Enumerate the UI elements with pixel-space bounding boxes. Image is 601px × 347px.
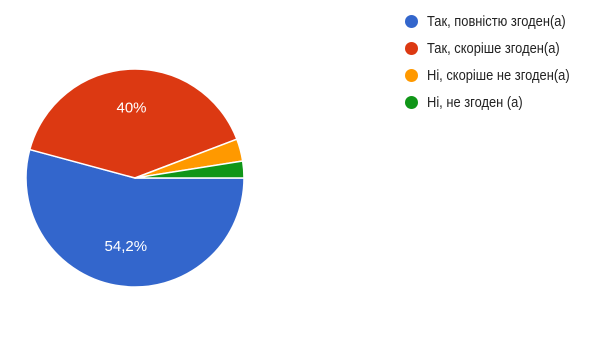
- pie-slice-label: 40%: [116, 99, 146, 116]
- legend-swatch: [405, 96, 418, 109]
- pie-slice[interactable]: [134, 160, 245, 179]
- chart-legend: Так, повністю згоден(а) Так, скоріше зго…: [405, 8, 593, 116]
- legend-item[interactable]: Ні, скоріше не згоден(а): [405, 62, 593, 89]
- legend-swatch: [405, 69, 418, 82]
- legend-item[interactable]: Так, скоріше згоден(а): [405, 35, 593, 62]
- pie-slice[interactable]: [25, 148, 245, 288]
- legend-label: Ні, не згоден (а): [427, 94, 523, 111]
- legend-swatch: [405, 42, 418, 55]
- legend-label: Так, повністю згоден(а): [427, 13, 566, 30]
- legend-item[interactable]: Ні, не згоден (а): [405, 89, 593, 116]
- legend-label: Так, скоріше згоден(а): [427, 40, 560, 57]
- pie-slices: [25, 68, 245, 288]
- legend-label: Ні, скоріше не згоден(а): [427, 67, 570, 84]
- pie-slice[interactable]: [29, 68, 238, 179]
- pie-slice-label: 54,2%: [105, 238, 148, 255]
- pie-slice-labels: 54,2% 40%: [105, 99, 148, 255]
- legend-swatch: [405, 15, 418, 28]
- legend-item[interactable]: Так, повністю згоден(а): [405, 8, 593, 35]
